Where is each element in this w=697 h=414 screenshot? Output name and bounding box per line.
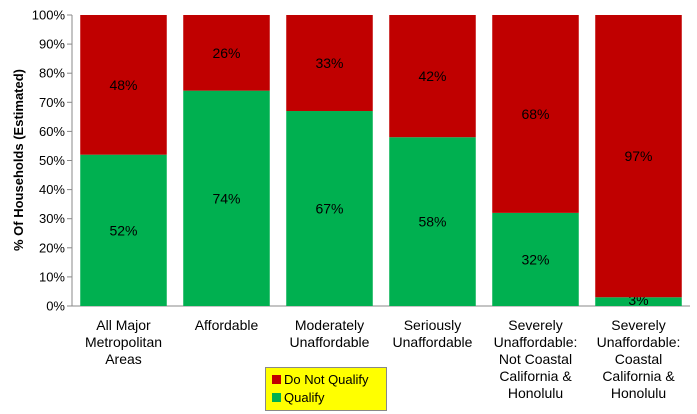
y-tick-label: 30% bbox=[39, 211, 65, 226]
y-tick-label: 80% bbox=[39, 66, 65, 81]
bar-segment-qualify bbox=[595, 297, 682, 306]
x-category-label: All Major bbox=[96, 317, 151, 333]
bar-segment-qualify bbox=[80, 154, 167, 306]
y-tick-label: 100% bbox=[32, 8, 66, 23]
bar-segment-do-not-qualify bbox=[595, 15, 682, 298]
x-category-label: Metropolitan bbox=[85, 334, 162, 350]
bar-segment-do-not-qualify bbox=[286, 15, 373, 112]
y-tick-label: 70% bbox=[39, 95, 65, 110]
x-category-label: California & bbox=[499, 368, 572, 384]
x-category-label: Unaffordable: bbox=[597, 334, 681, 350]
y-tick-label: 40% bbox=[39, 182, 65, 197]
y-tick-label: 60% bbox=[39, 124, 65, 139]
x-category-label: Severely bbox=[611, 317, 665, 333]
x-category-label: Honolulu bbox=[508, 385, 563, 401]
legend-label-qualify: Qualify bbox=[284, 390, 325, 405]
bar-segment-do-not-qualify bbox=[389, 15, 476, 138]
x-category-label: Moderately bbox=[295, 317, 364, 333]
x-category-label: Areas bbox=[105, 351, 142, 367]
data-label: 48% bbox=[109, 77, 137, 93]
x-category-label: Honolulu bbox=[611, 385, 666, 401]
legend-item-qualify: Qualify bbox=[272, 390, 324, 406]
y-tick-label: 10% bbox=[39, 269, 65, 284]
bar-segment-qualify bbox=[389, 137, 476, 306]
x-category-label: Affordable bbox=[195, 317, 259, 333]
bar-segment-do-not-qualify bbox=[80, 15, 167, 155]
x-category-label: Coastal bbox=[615, 351, 662, 367]
data-label: 97% bbox=[624, 148, 652, 164]
y-tick-label: 20% bbox=[39, 240, 65, 255]
data-label: 68% bbox=[521, 106, 549, 122]
data-label: 33% bbox=[315, 55, 343, 71]
x-category-label: Unaffordable bbox=[393, 334, 473, 350]
bar-segment-qualify bbox=[492, 212, 579, 306]
bar-segment-qualify bbox=[286, 111, 373, 306]
x-category-label: Seriously bbox=[404, 317, 462, 333]
x-category-label: Severely bbox=[508, 317, 562, 333]
data-label: 74% bbox=[212, 190, 240, 206]
legend-swatch-do-not-qualify bbox=[272, 375, 281, 385]
y-tick-label: 50% bbox=[39, 153, 65, 168]
legend-label-do-not-qualify: Do Not Qualify bbox=[284, 372, 369, 387]
legend-item-do-not-qualify: Do Not Qualify bbox=[272, 372, 369, 388]
y-axis: 0% 10% 20% 30% 40% 50% 60% 70% 80% 90% 100% bbox=[32, 8, 690, 314]
legend: Do Not Qualify Qualify bbox=[265, 367, 387, 411]
x-category-label: Not Coastal bbox=[499, 351, 572, 367]
data-label: 42% bbox=[418, 68, 446, 84]
bar-segment-qualify bbox=[183, 90, 270, 306]
x-category-label: California & bbox=[602, 368, 675, 384]
data-label: 52% bbox=[109, 222, 137, 238]
y-tick-label: 90% bbox=[39, 37, 65, 52]
data-label: 26% bbox=[212, 45, 240, 61]
data-label: 58% bbox=[418, 214, 446, 230]
x-category-label: Unaffordable: bbox=[494, 334, 578, 350]
y-axis-label: % Of Households (Estimated) bbox=[11, 69, 26, 251]
bars: 52%48%74%26%67%33%58%42%32%68%3%97% bbox=[80, 15, 682, 308]
data-label: 32% bbox=[521, 251, 549, 267]
data-label: 67% bbox=[315, 201, 343, 217]
legend-swatch-qualify bbox=[272, 393, 281, 403]
y-tick-label: 0% bbox=[46, 299, 65, 314]
bar-segment-do-not-qualify bbox=[492, 15, 579, 213]
bar-segment-do-not-qualify bbox=[183, 15, 270, 91]
x-category-label: Unaffordable bbox=[290, 334, 370, 350]
